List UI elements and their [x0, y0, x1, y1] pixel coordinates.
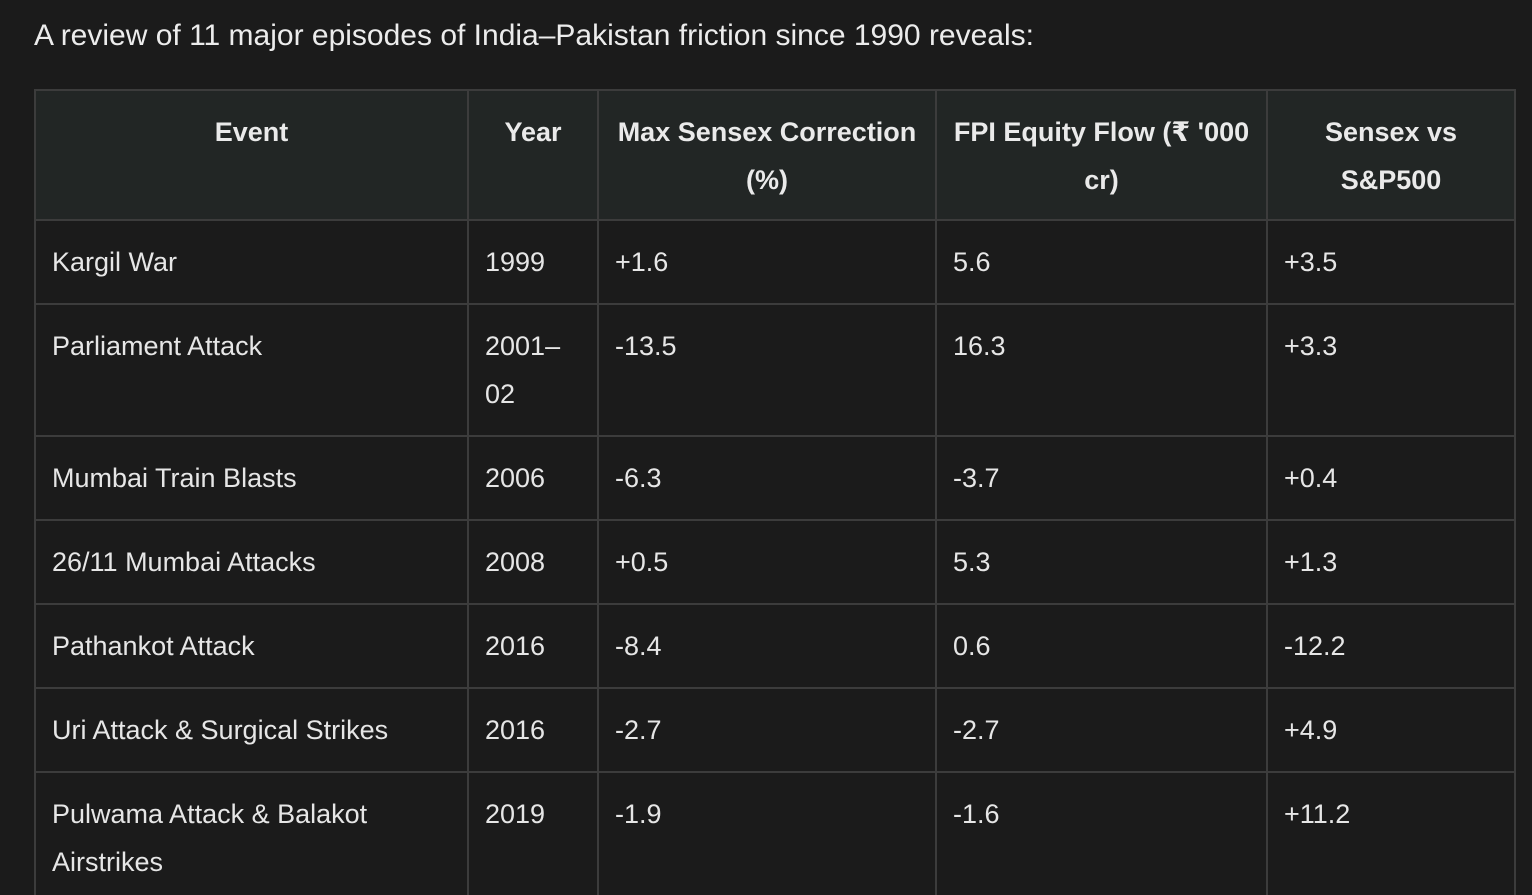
table-row: Parliament Attack 2001–02 -13.5 16.3 +3.…	[34, 303, 1516, 437]
cell-year: 2016	[467, 687, 599, 773]
cell-year: 1999	[467, 219, 599, 305]
cell-event: Uri Attack & Surgical Strikes	[34, 687, 469, 773]
table-row: Mumbai Train Blasts 2006 -6.3 -3.7 +0.4	[34, 435, 1516, 521]
cell-max-correction: -2.7	[597, 687, 937, 773]
header-year: Year	[467, 89, 599, 221]
intro-text: A review of 11 major episodes of India–P…	[34, 19, 1034, 52]
cell-fpi-flow: 5.3	[935, 519, 1268, 605]
cell-fpi-flow: 5.6	[935, 219, 1268, 305]
cell-year: 2008	[467, 519, 599, 605]
header-fpi-flow: FPI Equity Flow (₹ '000 cr)	[935, 89, 1268, 221]
cell-event: Mumbai Train Blasts	[34, 435, 469, 521]
cell-year: 2001–02	[467, 303, 599, 437]
cell-sensex-vs-sp500: +1.3	[1266, 519, 1516, 605]
table-row: Pathankot Attack 2016 -8.4 0.6 -12.2	[34, 603, 1516, 689]
cell-event: Pulwama Attack & Balakot Airstrikes	[34, 771, 469, 895]
cell-max-correction: -13.5	[597, 303, 937, 437]
cell-event: Kargil War	[34, 219, 469, 305]
cell-event: 26/11 Mumbai Attacks	[34, 519, 469, 605]
table-header-row: Event Year Max Sensex Correction (%) FPI…	[34, 89, 1516, 221]
table-row: Kargil War 1999 +1.6 5.6 +3.5	[34, 219, 1516, 305]
cell-max-correction: +0.5	[597, 519, 937, 605]
cell-event: Parliament Attack	[34, 303, 469, 437]
header-max-correction: Max Sensex Correction (%)	[597, 89, 937, 221]
cell-sensex-vs-sp500: +3.3	[1266, 303, 1516, 437]
cell-fpi-flow: 16.3	[935, 303, 1268, 437]
table-row: Pulwama Attack & Balakot Airstrikes 2019…	[34, 771, 1516, 895]
table-row: Uri Attack & Surgical Strikes 2016 -2.7 …	[34, 687, 1516, 773]
cell-sensex-vs-sp500: -12.2	[1266, 603, 1516, 689]
cell-year: 2019	[467, 771, 599, 895]
cell-fpi-flow: -1.6	[935, 771, 1268, 895]
cell-fpi-flow: -2.7	[935, 687, 1268, 773]
cell-sensex-vs-sp500: +4.9	[1266, 687, 1516, 773]
cell-year: 2006	[467, 435, 599, 521]
cell-max-correction: -1.9	[597, 771, 937, 895]
cell-max-correction: -8.4	[597, 603, 937, 689]
cell-fpi-flow: -3.7	[935, 435, 1268, 521]
events-table: Event Year Max Sensex Correction (%) FPI…	[34, 89, 1516, 895]
header-sensex-vs-sp500: Sensex vs S&P500	[1266, 89, 1516, 221]
table-row: 26/11 Mumbai Attacks 2008 +0.5 5.3 +1.3	[34, 519, 1516, 605]
cell-sensex-vs-sp500: +0.4	[1266, 435, 1516, 521]
cell-year: 2016	[467, 603, 599, 689]
cell-max-correction: -6.3	[597, 435, 937, 521]
cell-event: Pathankot Attack	[34, 603, 469, 689]
header-event: Event	[34, 89, 469, 221]
cell-fpi-flow: 0.6	[935, 603, 1268, 689]
cell-max-correction: +1.6	[597, 219, 937, 305]
cell-sensex-vs-sp500: +3.5	[1266, 219, 1516, 305]
cell-sensex-vs-sp500: +11.2	[1266, 771, 1516, 895]
